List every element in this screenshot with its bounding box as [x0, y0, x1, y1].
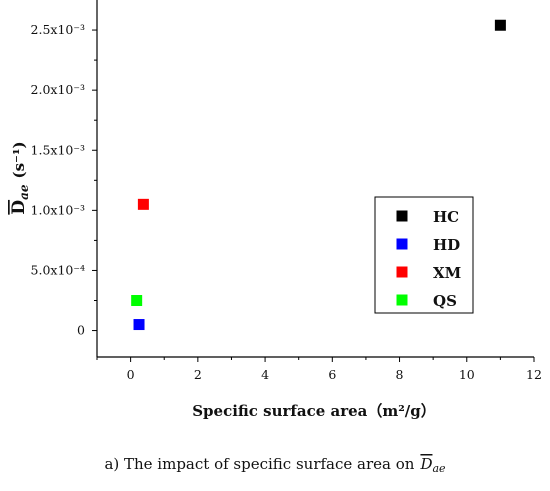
y-axis-title: Dae (s⁻¹)	[9, 141, 31, 214]
y-ticks: 0 5.0x10⁻⁴ 1.0x10⁻³ 1.5x10⁻³ 2.0x10⁻³ 2.5x10⁻…	[31, 22, 97, 338]
legend-marker-xm	[396, 266, 408, 278]
x-tick-label: 4	[261, 367, 269, 382]
x-ticks: 0 2 4 6 8 10 12	[96, 357, 542, 382]
x-tick-label: 10	[459, 367, 475, 382]
legend-items: HC HD XM QS	[396, 208, 461, 310]
data-point-qs	[131, 295, 143, 307]
data-point-xm	[137, 198, 149, 210]
y-tick-label: 2.5x10⁻³	[31, 22, 85, 37]
y-tick-label: 2.0x10⁻³	[31, 82, 85, 97]
legend-marker-qs	[396, 294, 408, 306]
y-tick-label: 1.0x10⁻³	[31, 202, 85, 217]
caption-symbol-main: D	[419, 455, 432, 473]
legend-label-qs: QS	[433, 292, 457, 310]
y-axis-title-main: D	[9, 200, 29, 215]
x-tick-label: 2	[194, 367, 202, 382]
y-axis-title-sub: ae	[17, 184, 31, 200]
caption-symbol-sub: ae	[432, 462, 446, 475]
legend-label-hc: HC	[433, 208, 459, 226]
figure-caption: a) The impact of specific surface area o…	[104, 455, 446, 475]
x-tick-label: 8	[396, 367, 404, 382]
x-tick-label: 0	[127, 367, 135, 382]
legend-label-xm: XM	[433, 264, 461, 282]
data-points	[131, 19, 506, 331]
svg-text:Dae(s⁻¹): Dae (s⁻¹)	[9, 141, 31, 214]
legend: HC HD XM QS	[374, 196, 474, 314]
x-axis-title: Specific surface area（m²/g）	[192, 402, 436, 420]
y-tick-label: 1.5x10⁻³	[31, 142, 85, 157]
data-point-hd	[133, 319, 145, 331]
x-tick-label: 12	[526, 367, 542, 382]
y-axis-title-unit: (s⁻¹)	[10, 141, 28, 178]
y-tick-label: 0	[77, 323, 85, 338]
data-point-hc	[494, 19, 506, 31]
x-tick-label: 6	[328, 367, 336, 382]
caption-prefix: a) The impact of specific surface area o…	[104, 455, 414, 473]
legend-label-hd: HD	[433, 236, 460, 254]
y-tick-label: 5.0x10⁻⁴	[31, 262, 85, 277]
legend-marker-hc	[396, 210, 408, 222]
legend-box	[374, 196, 474, 314]
legend-marker-hd	[396, 238, 408, 250]
